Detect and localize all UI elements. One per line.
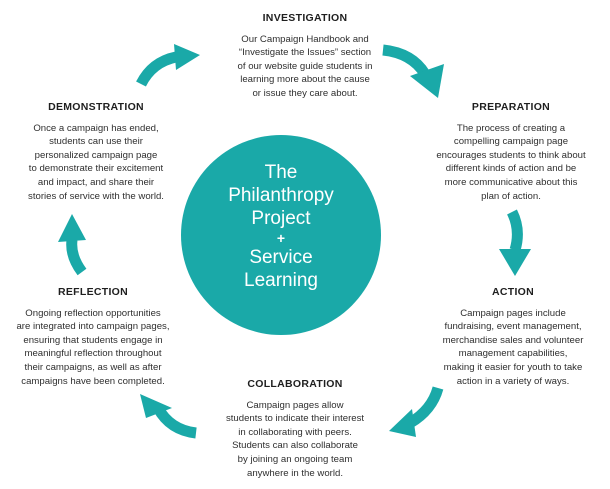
arrowhead-reflection (140, 394, 172, 418)
description-line: Campaign pages include (460, 307, 566, 319)
arrowhead-demonstration (58, 214, 86, 242)
center-title-line-1: The (264, 162, 298, 183)
arrowhead-investigation (174, 44, 200, 70)
description-line: in collaborating with peers. (238, 426, 352, 438)
stage-title-demonstration: DEMONSTRATION (48, 101, 144, 113)
description-line: encourages students to think about (436, 149, 586, 161)
arrow-action-to-collaboration (407, 386, 444, 428)
stage-description-demonstration: Once a campaign has ended, students can … (4, 122, 188, 204)
description-line: making it easier for youth to take (443, 361, 583, 373)
description-line: merchandise sales and volunteer (442, 334, 584, 346)
description-line: Once a campaign has ended, (33, 122, 159, 134)
description-line: students can use their (49, 136, 143, 148)
stage-title-action: ACTION (491, 286, 535, 298)
description-line: anywhere in the world. (247, 467, 343, 479)
stage-collaboration: COLLABORATION Campaign pages allow stude… (195, 379, 395, 480)
center-plus-sign: + (276, 230, 286, 246)
stage-title-reflection: REFLECTION (57, 286, 129, 298)
stage-demonstration: DEMONSTRATION Once a campaign has ended,… (4, 102, 188, 203)
description-line: by joining an ongoing team (237, 453, 353, 465)
arrow-investigation-to-preparation (382, 44, 430, 78)
description-line: more communicative about this (444, 176, 578, 188)
description-line: “Investigate the Issues” section (238, 47, 372, 59)
description-line: The process of creating a (456, 122, 566, 134)
center-title-line-3: Project (251, 208, 311, 229)
stage-description-preparation: The process of creating a compelling cam… (416, 122, 606, 204)
description-line: Campaign pages allow (246, 399, 344, 411)
description-line: plan of action. (481, 190, 541, 202)
arrowhead-collaboration (389, 409, 416, 437)
stage-description-investigation: Our Campaign Handbook and “Investigate t… (200, 33, 410, 101)
description-line: learning more about the cause (240, 74, 370, 86)
stage-description-action: Campaign pages include fundraising, even… (420, 307, 606, 389)
description-line: meaningful reflection throughout (24, 348, 162, 360)
stage-description-collaboration: Campaign pages allow students to indicat… (195, 399, 395, 481)
stage-preparation: PREPARATION The process of creating a co… (416, 102, 606, 203)
description-line: their campaigns, as well as after (24, 361, 162, 373)
description-line: personalized campaign page (34, 149, 158, 161)
arrowhead-preparation (410, 64, 444, 98)
description-line: different kinds of action and be (445, 163, 577, 175)
description-line: Our Campaign Handbook and (241, 33, 369, 45)
arrow-demonstration-to-investigation (136, 51, 178, 87)
description-line: management capabilities, (458, 348, 568, 360)
center-circle: The Philanthropy Project + Service Learn… (181, 135, 381, 335)
description-line: of our website guide students in (237, 60, 373, 72)
arrow-reflection-to-demonstration (66, 239, 87, 276)
description-line: or issue they care about. (252, 87, 358, 99)
stage-description-reflection: Ongoing reflection opportunities are int… (2, 307, 184, 389)
stage-action: ACTION Campaign pages include fundraisin… (420, 287, 606, 388)
center-title-line-4: Service (249, 247, 313, 268)
description-line: ensuring that students engage in (23, 334, 163, 346)
description-line: stories of service with the world. (28, 190, 164, 202)
description-line: compelling campaign page (453, 136, 569, 148)
center-title-line-5: Learning (244, 270, 318, 291)
description-line: Ongoing reflection opportunities (25, 307, 161, 319)
stage-reflection: REFLECTION Ongoing reflection opportunit… (2, 287, 184, 388)
description-line: Students can also collaborate (232, 440, 358, 452)
center-title-line-2: Philanthropy (228, 185, 334, 206)
description-line: fundraising, event management, (444, 321, 582, 333)
arrow-preparation-to-action (506, 209, 523, 252)
description-line: action in a variety of ways. (456, 375, 570, 387)
stage-title-investigation: INVESTIGATION (262, 12, 348, 24)
stage-title-collaboration: COLLABORATION (247, 378, 343, 390)
description-line: are integrated into campaign pages, (16, 321, 170, 333)
stage-title-preparation: PREPARATION (471, 101, 551, 113)
stage-investigation: INVESTIGATION Our Campaign Handbook and … (200, 13, 410, 101)
description-line: and impact, and share their (37, 176, 155, 188)
arrow-collaboration-to-reflection (153, 405, 197, 439)
arrowhead-action (499, 249, 531, 276)
description-line: students to indicate their interest (225, 413, 365, 425)
description-line: campaigns have been completed. (21, 375, 165, 387)
description-line: to demonstrate their excitement (28, 163, 164, 175)
